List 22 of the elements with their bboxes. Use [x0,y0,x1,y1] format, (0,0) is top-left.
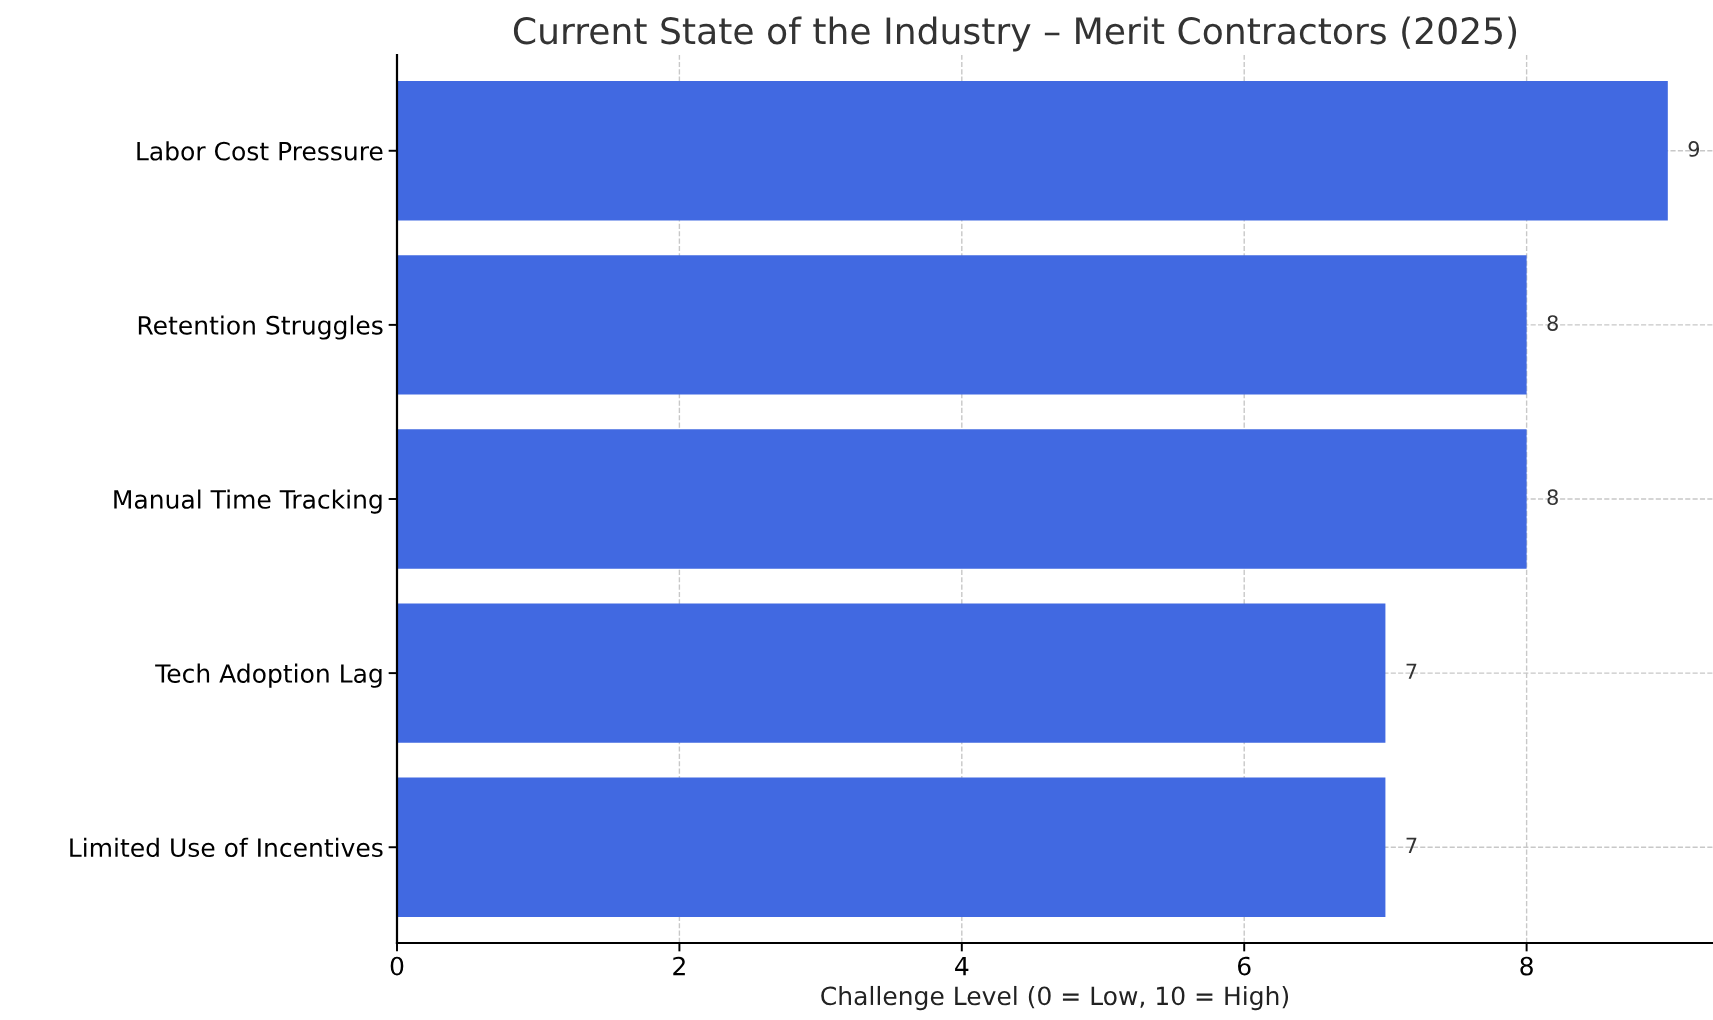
data-label: 7 [1406,663,1417,679]
bar [397,255,1527,395]
x-axis-title: Challenge Level (0 = Low, 10 = High) [821,985,1289,1011]
x-tick-label: 0 [390,956,404,976]
data-label: 9 [1688,141,1700,157]
data-label: 8 [1547,315,1558,331]
x-tick-label: 4 [955,956,969,976]
data-label: 8 [1547,489,1558,506]
bar [397,81,1668,221]
y-tick-label: Retention Struggles [138,315,383,340]
bar [397,603,1386,743]
y-tick-label: Limited Use of Incentives [70,837,383,858]
chart-title: Current State of the Industry – Merit Contractors (2025) [513,16,1517,52]
bar [397,429,1527,569]
x-tick-label: 6 [1238,956,1251,976]
y-tick-label: Tech Adoption Lag [155,663,382,688]
x-tick-label: 2 [673,956,685,976]
y-tick-label: Manual Time Tracking [114,489,382,514]
data-label: 7 [1406,837,1417,853]
y-tick-label: Labor Cost Pressure [137,141,383,161]
x-tick-label: 8 [1520,956,1533,976]
bar [397,777,1386,917]
